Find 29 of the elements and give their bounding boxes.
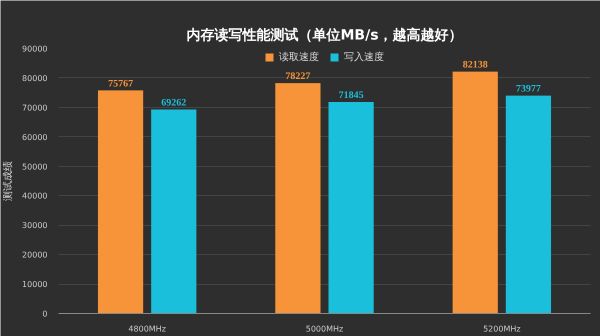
x-tick-label: 5000MHz [306, 324, 344, 334]
y-tick-label: 50000 [22, 162, 48, 172]
x-tick-label: 5200MHz [483, 324, 521, 334]
y-tick-label: 80000 [22, 74, 48, 83]
x-tick-label: 4800MHz [128, 324, 166, 334]
y-tick-label: 20000 [22, 250, 48, 260]
bar [151, 110, 196, 314]
legend-label: 读取速度 [279, 50, 319, 64]
y-tick-label: 10000 [22, 280, 48, 290]
data-label: 73977 [516, 84, 541, 95]
bar [506, 96, 552, 314]
data-label: 75767 [108, 78, 134, 90]
data-label: 82138 [462, 60, 488, 71]
y-tick-label: 40000 [22, 192, 48, 201]
bar [328, 102, 374, 314]
y-tick-label: 60000 [22, 132, 48, 142]
data-label: 78227 [285, 71, 310, 82]
bar [452, 72, 498, 314]
y-tick-label: 0 [42, 310, 48, 318]
y-tick-label: 30000 [22, 221, 48, 230]
y-tick-label: 70000 [22, 103, 48, 112]
chart-title: 内存读写性能测试（单位MB/s，越高越好） [186, 26, 463, 44]
data-label: 71845 [338, 90, 364, 101]
data-label: 69262 [161, 98, 186, 109]
y-tick-label: 90000 [22, 44, 48, 54]
bar [98, 90, 144, 314]
bar [275, 83, 321, 314]
legend-label: 写入速度 [344, 50, 384, 64]
y-axis-title: 测试成绩 [2, 161, 14, 201]
